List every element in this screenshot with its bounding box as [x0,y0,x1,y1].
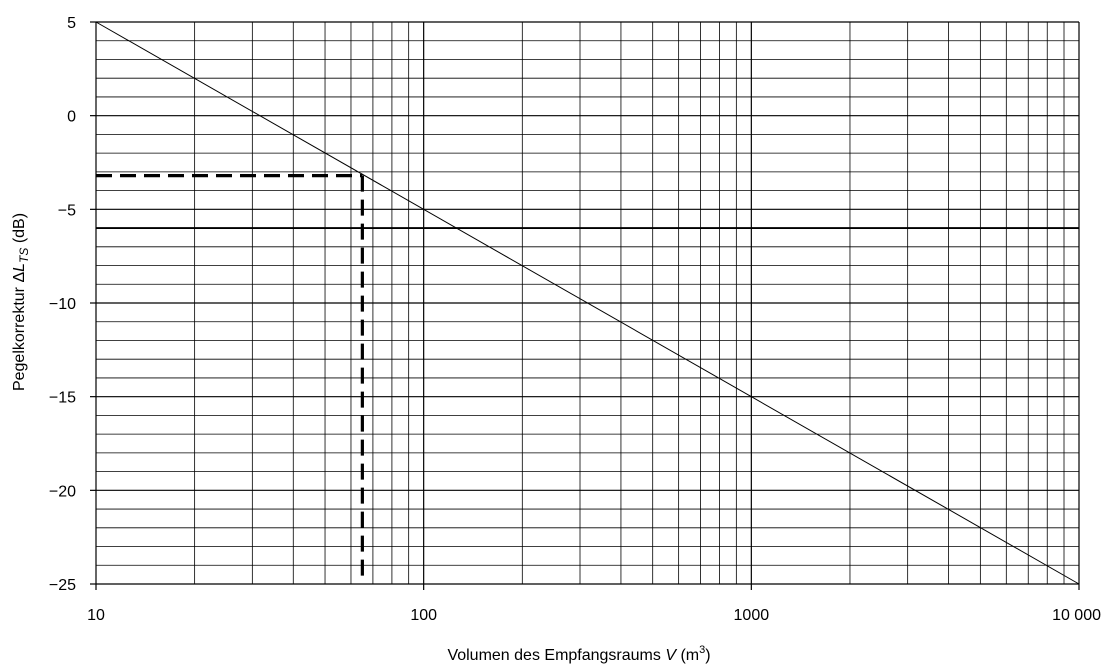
x-axis-label-text: Volumen des Empfangsraums [447,647,665,664]
y-tick-label: 0 [67,109,76,126]
y-axis-label-unit: (dB) [11,213,28,248]
x-axis-label-var: V [665,647,677,664]
chart-marks [95,21,1080,585]
x-tick-label: 100 [410,607,437,624]
y-tick-label: −10 [49,296,76,313]
x-axis-label-unit-close: ) [705,647,710,664]
grid [90,21,1080,590]
tick-labels: 5 0 −5 −10 −15 −20 −25 10 100 1000 10 000 [49,15,1101,624]
x-tick-label: 1000 [734,607,770,624]
y-axis-label-text: Pegelkorrektur Δ [11,272,28,391]
x-tick-label: 10 000 [1052,607,1101,624]
y-axis-label: Pegelkorrektur ΔLTS (dB) [11,213,31,391]
y-tick-label: 5 [67,15,76,32]
y-axis-label-var: L [11,263,28,272]
y-tick-label: −25 [49,577,76,594]
y-tick-label: −5 [58,202,76,219]
series-line [95,21,1080,585]
y-tick-label: −20 [49,483,76,500]
y-axis-label-sub: TS [17,248,31,263]
x-axis-label-unit-sup: 3 [699,644,705,656]
y-tick-label: −15 [49,390,76,407]
x-axis-label: Volumen des Empfangsraums V (m3) [447,644,710,664]
x-axis-label-unit-open: (m [676,647,699,664]
x-tick-label: 10 [87,607,105,624]
